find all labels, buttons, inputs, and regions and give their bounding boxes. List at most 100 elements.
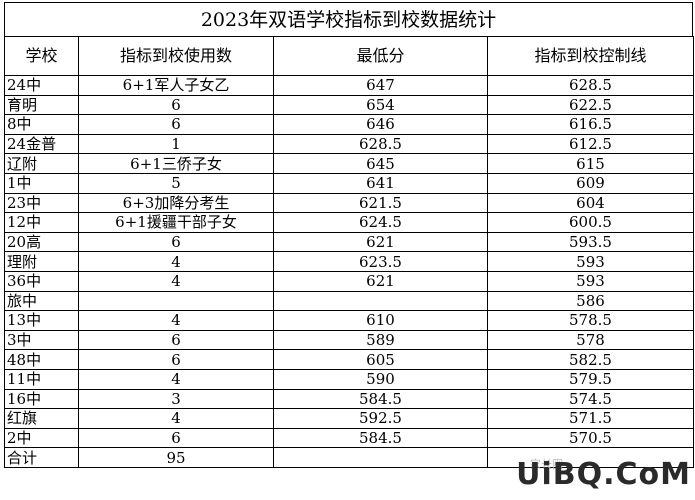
cell-control-line: 574.5 — [487, 388, 694, 410]
cell-control-line: 604 — [487, 192, 694, 214]
cell-min-score: 592.5 — [273, 408, 488, 429]
cell-quota-used: 3 — [78, 388, 274, 410]
cell-min-score: 584.5 — [273, 427, 488, 449]
cell-min-score: 641 — [273, 172, 488, 194]
cell-control-line: 578 — [487, 329, 694, 351]
cell-school: 旅中 — [4, 290, 79, 312]
header-school: 学校 — [4, 36, 79, 76]
cell-control-line: 612.5 — [487, 133, 694, 155]
table-row: 36中 4 621 593 — [4, 270, 694, 292]
cell-quota-used: 6+1三侨子女 — [78, 153, 274, 174]
cell-control-line: 593 — [487, 251, 694, 272]
cell-control-line: 615 — [487, 153, 694, 174]
cell-quota-used — [78, 290, 274, 312]
cell-control-line: 628.5 — [487, 75, 694, 96]
cell-min-score: 590 — [273, 368, 488, 390]
cell-min-score: 621 — [273, 231, 488, 253]
header-min-score: 最低分 — [273, 36, 488, 76]
table-row: 8中 6 646 616.5 — [4, 114, 694, 135]
cell-min-score: 624.5 — [273, 212, 488, 233]
cell-min-score: 610 — [273, 310, 488, 331]
cell-control-line: 586 — [487, 290, 694, 312]
cell-school: 1中 — [4, 172, 79, 194]
cell-control-line: 579.5 — [487, 368, 694, 390]
cell-min-score: 628.5 — [273, 133, 488, 155]
cell-min-score: 645 — [273, 153, 488, 174]
watermark-text: 家长圈 — [530, 458, 563, 471]
table-row: 11中 4 590 579.5 — [4, 368, 694, 390]
table-row: 12中 6+1援疆干部子女 624.5 600.5 — [4, 212, 694, 233]
cell-control-line: 570.5 — [487, 427, 694, 449]
header-quota-used: 指标到校使用数 — [78, 36, 274, 76]
cell-quota-used: 6 — [78, 94, 274, 116]
cell-min-score: 605 — [273, 349, 488, 370]
cell-school: 20高 — [4, 231, 79, 253]
site-logo: UiBQ.CoM — [516, 457, 691, 492]
header-control-line: 指标到校控制线 — [487, 36, 694, 76]
cell-min-score: 647 — [273, 75, 488, 96]
cell-school: 23中 — [4, 192, 79, 214]
cell-quota-used: 4 — [78, 310, 274, 331]
cell-quota-used: 6 — [78, 349, 274, 370]
table-row: 旅中 586 — [4, 290, 694, 312]
stats-table: 学校 指标到校使用数 最低分 指标到校控制线 24中 6+1军人子女乙 647 628… — [4, 36, 694, 468]
table-row: 16中 3 584.5 574.5 — [4, 388, 694, 410]
table-row: 23中 6+3加降分考生 621.5 604 — [4, 192, 694, 214]
cell-school: 育明 — [4, 94, 79, 116]
cell-school: 12中 — [4, 212, 79, 233]
stats-sheet: 2023年双语学校指标到校数据统计 学校 指标到校使用数 最低分 指标到校控制线… — [4, 2, 694, 468]
cell-quota-used: 6+1军人子女乙 — [78, 75, 274, 96]
header-row: 学校 指标到校使用数 最低分 指标到校控制线 — [4, 36, 694, 76]
cell-school: 24中 — [4, 75, 79, 96]
cell-min-score: 584.5 — [273, 388, 488, 410]
cell-control-line: 616.5 — [487, 114, 694, 135]
cell-quota-used: 4 — [78, 408, 274, 429]
cell-school: 13中 — [4, 310, 79, 331]
cell-school: 辽附 — [4, 153, 79, 174]
cell-quota-used: 95 — [78, 447, 274, 468]
cell-school: 合计 — [4, 447, 79, 468]
cell-school: 48中 — [4, 349, 79, 370]
cell-control-line: 609 — [487, 172, 694, 194]
cell-school: 3中 — [4, 329, 79, 351]
table-row: 20高 6 621 593.5 — [4, 231, 694, 253]
table-row: 48中 6 605 582.5 — [4, 349, 694, 370]
cell-quota-used: 6 — [78, 114, 274, 135]
table-row: 13中 4 610 578.5 — [4, 310, 694, 331]
cell-control-line — [487, 447, 694, 468]
table-row: 1中 5 641 609 — [4, 172, 694, 194]
table-row: 24中 6+1军人子女乙 647 628.5 — [4, 75, 694, 96]
cell-quota-used: 4 — [78, 368, 274, 390]
cell-min-score — [273, 290, 488, 312]
cell-min-score: 623.5 — [273, 251, 488, 272]
cell-school: 8中 — [4, 114, 79, 135]
cell-quota-used: 6 — [78, 427, 274, 449]
cell-control-line: 622.5 — [487, 94, 694, 116]
cell-min-score — [273, 447, 488, 468]
cell-control-line: 582.5 — [487, 349, 694, 370]
cell-quota-used: 4 — [78, 251, 274, 272]
cell-min-score: 654 — [273, 94, 488, 116]
cell-quota-used: 6 — [78, 329, 274, 351]
table-row: 2中 6 584.5 570.5 — [4, 427, 694, 449]
cell-control-line: 571.5 — [487, 408, 694, 429]
cell-control-line: 593 — [487, 270, 694, 292]
cell-quota-used: 6+1援疆干部子女 — [78, 212, 274, 233]
cell-min-score: 589 — [273, 329, 488, 351]
cell-school: 理附 — [4, 251, 79, 272]
table-row: 理附 4 623.5 593 — [4, 251, 694, 272]
cell-school: 11中 — [4, 368, 79, 390]
sheet-title: 2023年双语学校指标到校数据统计 — [4, 2, 693, 36]
table-row: 育明 6 654 622.5 — [4, 94, 694, 116]
cell-quota-used: 4 — [78, 270, 274, 292]
cell-school: 24金普 — [4, 133, 79, 155]
table-row: 红旗 4 592.5 571.5 — [4, 408, 694, 429]
cell-quota-used: 6 — [78, 231, 274, 253]
cell-school: 2中 — [4, 427, 79, 449]
cell-min-score: 621.5 — [273, 192, 488, 214]
cell-quota-used: 5 — [78, 172, 274, 194]
table-row: 合计 95 — [4, 447, 694, 468]
table-row: 辽附 6+1三侨子女 645 615 — [4, 153, 694, 174]
cell-control-line: 600.5 — [487, 212, 694, 233]
cell-school: 36中 — [4, 270, 79, 292]
